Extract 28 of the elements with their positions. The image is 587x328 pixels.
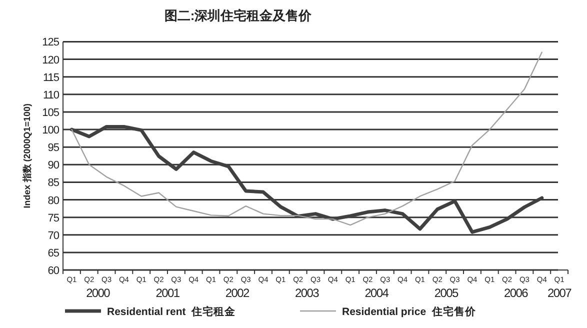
chart-title: 图二:深圳住宅租金及售价 xyxy=(164,8,313,23)
y-axis-title: Index 指数 (2000Q1=100) xyxy=(22,103,32,208)
y-tick-label: 125 xyxy=(42,36,60,49)
y-tick-label: 95 xyxy=(48,142,60,154)
y-tick-label: 105 xyxy=(42,106,60,119)
y-tick-label: 70 xyxy=(48,230,60,242)
y-tick-label: 75 xyxy=(48,212,60,224)
y-tick-label: 60 xyxy=(48,265,60,277)
text: 2007 xyxy=(548,286,572,300)
y-tick-label: 120 xyxy=(42,54,60,66)
text: 2006 xyxy=(504,286,529,300)
y-tick-label: 115 xyxy=(42,72,60,84)
y-tick-label: 80 xyxy=(48,194,60,207)
text: 2001 xyxy=(156,286,180,300)
legend-label: Residential price 住宅售价 xyxy=(342,305,477,318)
legend-label: Residential rent 住宅租金 xyxy=(107,305,237,318)
y-tick-label: 100 xyxy=(42,124,60,137)
text: 2000 xyxy=(86,286,111,300)
text: 2004 xyxy=(364,286,390,300)
y-tick-label: 85 xyxy=(48,177,60,190)
y-tick-label: 90 xyxy=(48,160,60,172)
line-series xyxy=(71,52,542,226)
text: 2002 xyxy=(225,286,250,300)
line-series xyxy=(70,124,544,234)
text: 2005 xyxy=(434,286,459,300)
y-tick-label: 65 xyxy=(48,247,60,260)
y-tick-label: 110 xyxy=(42,89,60,102)
text: 2003 xyxy=(295,286,320,300)
